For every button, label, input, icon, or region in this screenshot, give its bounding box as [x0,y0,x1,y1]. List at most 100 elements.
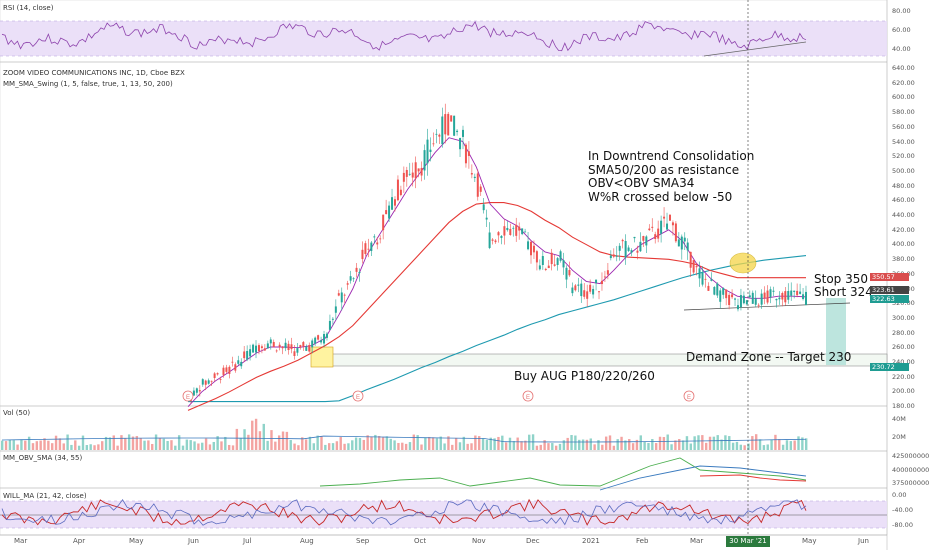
volume-bar [685,436,689,450]
candle-body [556,258,559,265]
volume-bar [478,436,481,450]
volume-bar [704,442,708,450]
volume-bar [497,436,500,450]
volume-bars [1,418,808,450]
candle-body [420,167,423,176]
volume-bar [789,441,793,450]
price-tag-close: 323.61 [870,286,909,294]
volume-bar [604,436,608,450]
volume-bar [720,439,723,450]
volume-bar [674,440,677,450]
month-label: 2021 [582,537,600,545]
sma200-series [188,255,807,403]
price-tag-sma200: 322.63 [870,295,909,303]
candle-body [393,199,396,206]
candle-body [766,290,769,303]
candle-body [677,239,680,247]
candle-body [281,346,284,349]
candle-body [725,289,728,299]
willr-tick: -40.00 [892,506,913,514]
volume-bar [431,437,435,450]
volume-bar [385,436,389,450]
candle-body [763,292,766,299]
candle-body [444,114,447,135]
candle-body [240,361,243,367]
candle-body [343,294,346,296]
candle-body [450,115,453,122]
month-label: Jun [188,537,199,545]
candle-body [195,388,198,393]
candle-body [615,255,618,257]
month-label: Feb [636,537,649,545]
volume-bar [412,434,416,450]
volume-bar [401,442,404,450]
volume-bar [27,436,31,450]
price-tick: 460.00 [892,196,915,205]
volume-bar [581,439,585,450]
month-label: Apr [73,537,86,545]
candle-body [367,248,370,250]
candle-body [396,179,399,201]
candle-body [402,172,405,182]
volume-bar [731,442,735,450]
candle-body [405,169,408,177]
candle-body [293,351,296,356]
volume-bar [754,434,758,450]
candle-body [739,295,742,308]
volume-bar [212,441,215,450]
candle-body [435,133,438,135]
obv-series [699,474,807,482]
candle-body [317,335,320,340]
demand-zone-label: Demand Zone -- Target 230 [686,350,852,364]
price-tick: 600.00 [892,93,915,102]
candle-body [550,252,553,265]
candle-body [399,189,402,196]
obv-tick: 375000000 [892,479,930,487]
volume-bar [354,437,358,450]
volume-bar [628,439,631,450]
candle-body [257,345,260,352]
candle-body [302,342,305,347]
candle-body [698,268,701,279]
candle-body [701,272,704,285]
volume-bar [420,444,423,450]
note-line-1: In Downtrend Consolidation [588,149,755,163]
candle-body [379,238,382,240]
candle-body [453,115,456,136]
willr-lines [1,498,807,526]
candle-body [328,320,331,330]
willr-tick: -80.00 [892,521,913,529]
candle-body [479,186,482,192]
candle-body [500,236,503,238]
volume-bar [539,444,542,450]
consolidation-note: In Downtrend Consolidation SMA50/200 as … [588,149,755,204]
candle-body [231,361,234,363]
volume-bar [251,420,254,450]
month-label: Nov [472,537,486,545]
volume-bar [93,445,96,450]
candle-body [769,289,772,298]
price-tick: 520.00 [892,152,915,161]
candle-body [731,294,734,298]
volume-bar [24,440,27,450]
volume-bar [708,436,712,450]
candle-body [521,228,524,235]
volume-bar [528,434,531,450]
rsi-series [1,21,807,52]
volume-bar [339,437,342,450]
swing-indicator-label: MM_SMA_Swing (1, 5, false, true, 1, 13, … [3,80,173,88]
candle-body [337,293,340,296]
svg-text:E: E [687,395,691,401]
volume-bar [331,443,335,450]
candle-body [754,298,757,305]
candle-body [532,245,535,253]
volume-bar [547,443,550,450]
candle-body [361,249,364,260]
volume-bar [216,436,219,450]
candle-body [778,297,781,300]
candle-body [494,240,497,243]
candle-body [636,250,639,253]
candle-body [263,348,266,351]
volume-bar [243,429,246,450]
volume-bar [247,434,250,450]
